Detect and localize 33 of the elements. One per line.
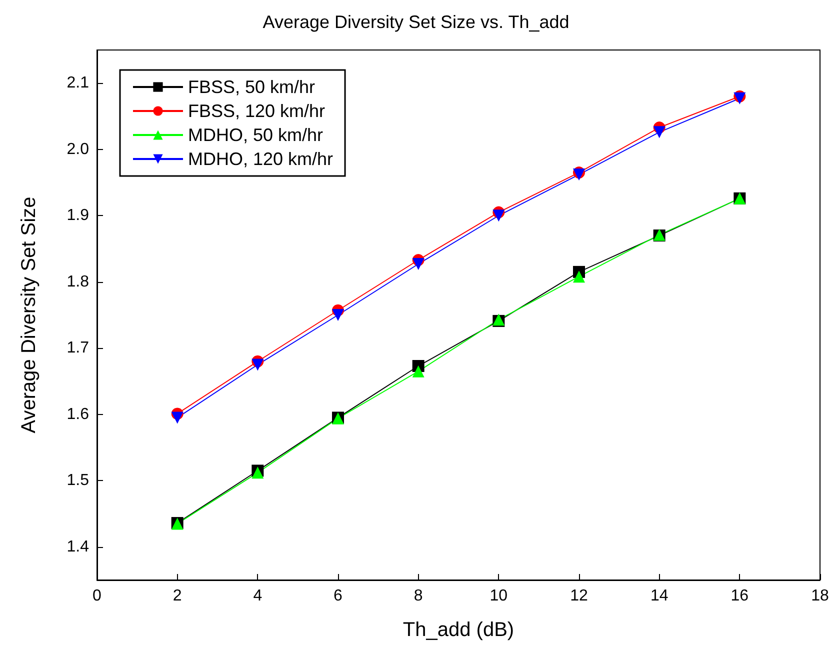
point xyxy=(412,365,424,378)
y-tick-label: 1.6 xyxy=(66,406,90,423)
x-tick-label: 0 xyxy=(92,588,102,604)
legend-label: MDHO, 50 km/hr xyxy=(188,125,324,145)
x-tick-label: 8 xyxy=(414,588,423,604)
x-tick-label: 16 xyxy=(730,588,749,604)
point xyxy=(332,309,344,321)
legend-label: FBSS, 50 km/hr xyxy=(188,77,316,97)
point xyxy=(171,412,184,424)
point xyxy=(252,358,264,371)
x-tick-label: 12 xyxy=(570,588,588,604)
x-tick-label: 6 xyxy=(334,588,343,604)
x-tick-label: 14 xyxy=(650,588,668,604)
y-tick-label: 1.9 xyxy=(66,207,90,224)
x-tick-label: 18 xyxy=(811,588,829,604)
x-axis-title: Th_add (dB) xyxy=(402,619,514,641)
legend-label: MDHO, 120 km/hr xyxy=(188,149,334,169)
y-tick-label: 1.7 xyxy=(66,340,90,357)
y-tick-label: 1.5 xyxy=(66,472,90,490)
point xyxy=(653,126,666,138)
legend-label: FBSS, 120 km/hr xyxy=(188,101,326,121)
x-tick-label: 4 xyxy=(253,588,262,604)
y-tick-label: 2.0 xyxy=(66,140,90,158)
chart-title: Average Diversity Set Size vs. Th_add xyxy=(262,12,570,32)
y-tick-label: 2.1 xyxy=(66,74,90,92)
y-tick-label: 1.8 xyxy=(66,273,90,290)
point xyxy=(573,270,585,283)
x-tick-label: 2 xyxy=(172,588,182,604)
point xyxy=(492,210,505,222)
point xyxy=(412,258,424,270)
y-tick-label: 1.4 xyxy=(66,538,90,556)
x-tick-label: 10 xyxy=(490,588,508,604)
y-axis-title: Average Diversity Set Size xyxy=(18,196,40,434)
